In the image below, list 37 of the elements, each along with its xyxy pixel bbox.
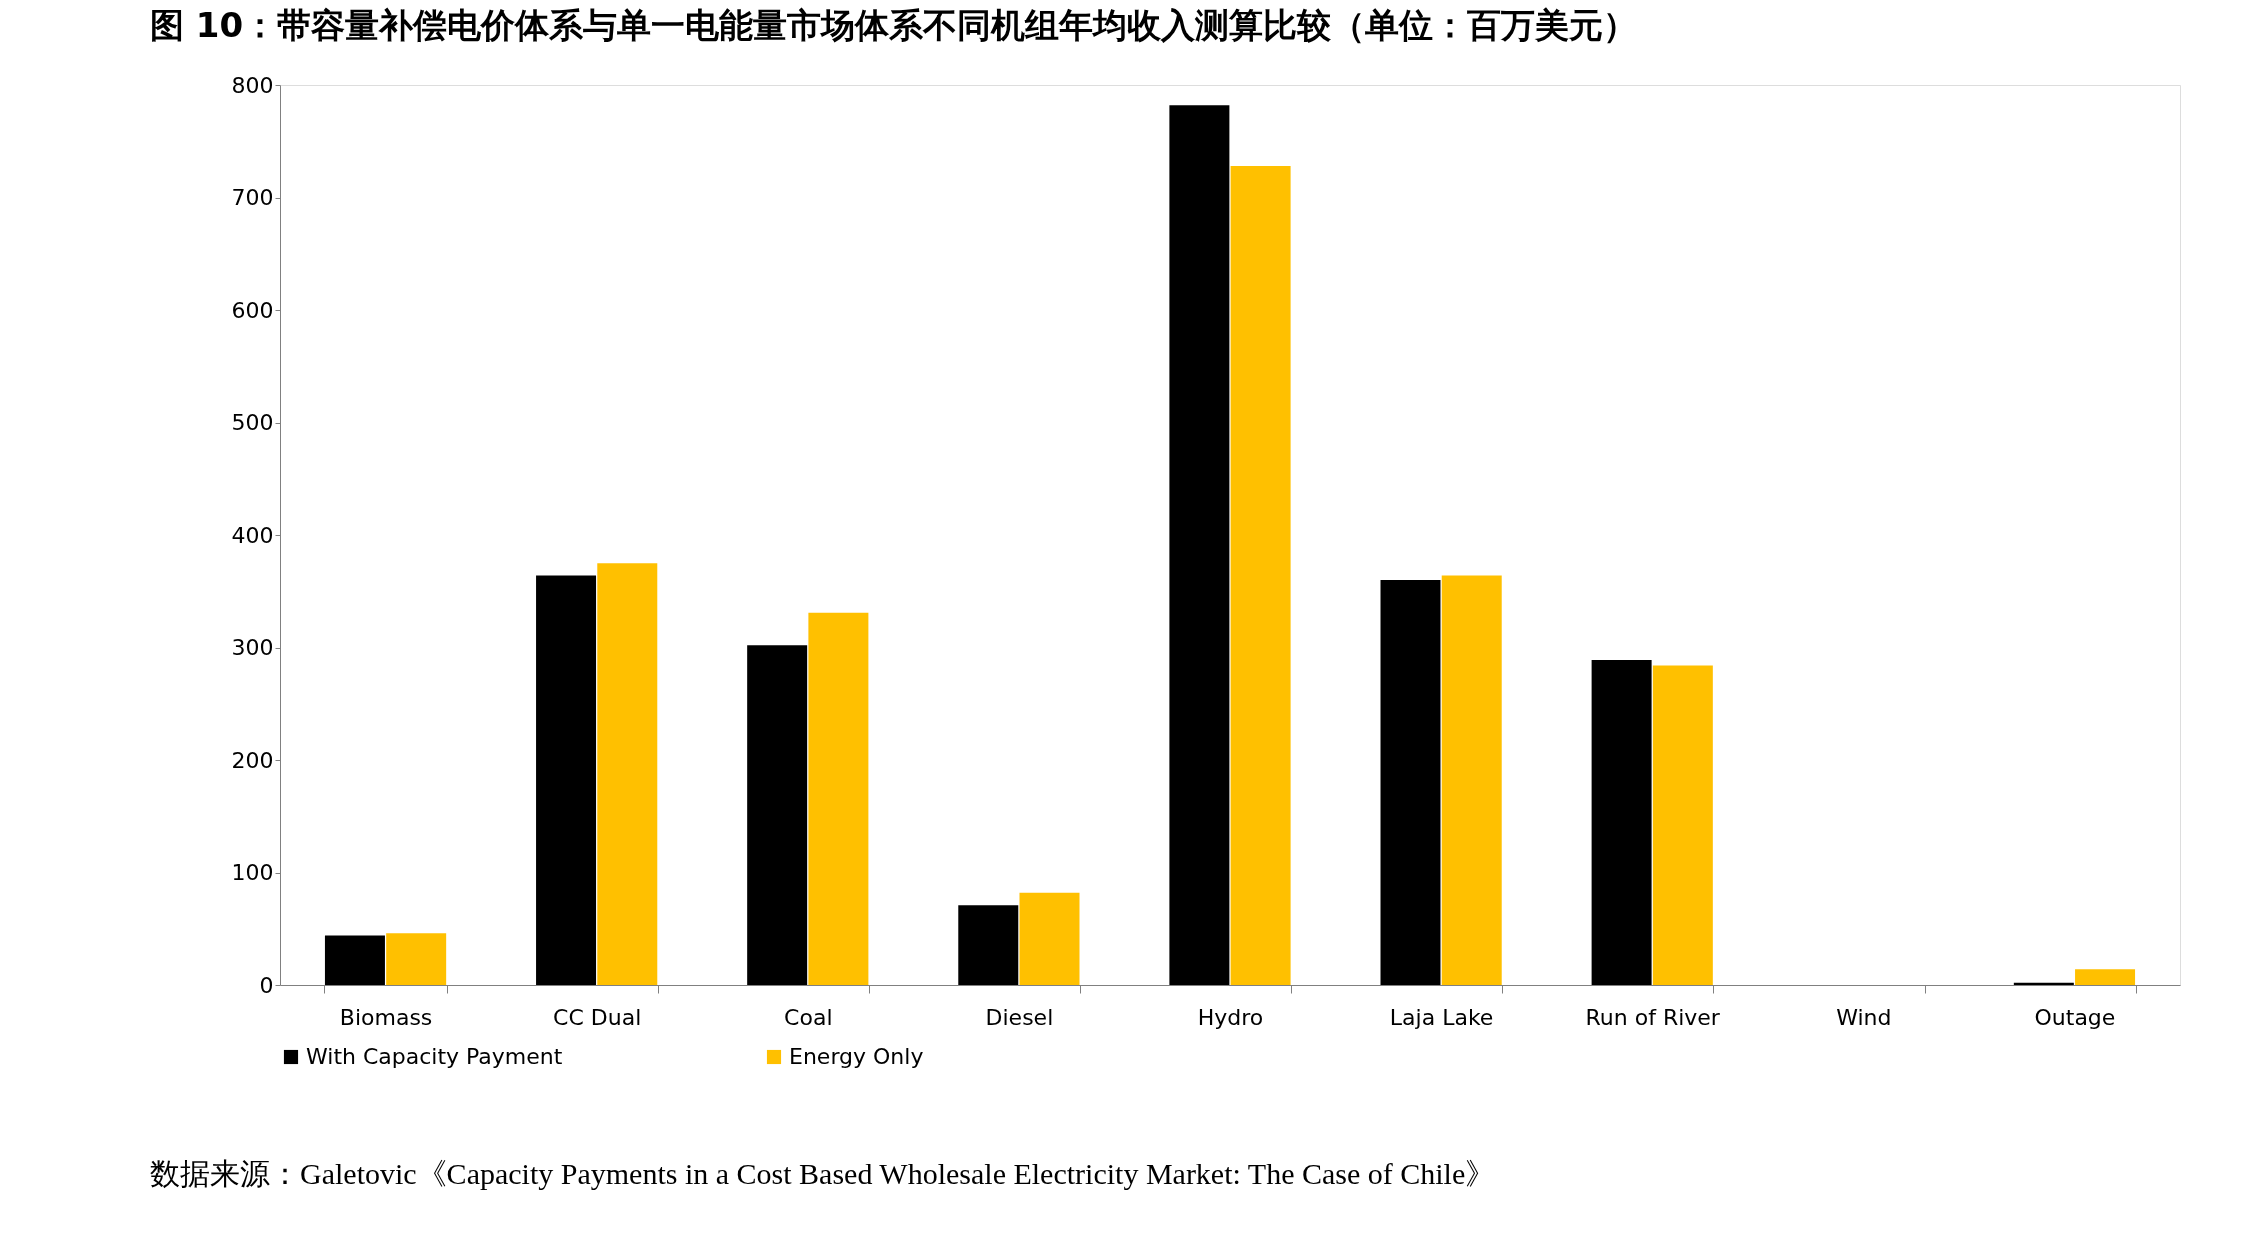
bar xyxy=(2075,969,2136,985)
bar xyxy=(958,905,1019,985)
bar xyxy=(1652,665,1713,985)
x-tick-label: Coal xyxy=(784,1004,833,1030)
y-tick-label: 0 xyxy=(259,972,274,998)
y-tick-label: 200 xyxy=(231,747,274,773)
legend-label: With Capacity Payment xyxy=(306,1044,563,1069)
bar xyxy=(1169,105,1230,985)
bar xyxy=(597,563,658,985)
y-tick-label: 800 xyxy=(231,72,274,98)
x-tick-label: Laja Lake xyxy=(1389,1004,1494,1030)
chart-title: 图 10：带容量补偿电价体系与单一电能量市场体系不同机组年均收入测算比较（单位：百万美元） xyxy=(150,5,1638,45)
y-tick-label: 100 xyxy=(231,860,274,885)
y-tick-label: 400 xyxy=(231,522,274,548)
bar xyxy=(536,575,597,985)
x-tick-label: Hydro xyxy=(1197,1004,1264,1030)
bar xyxy=(1019,892,1080,985)
x-tick-label: Outage xyxy=(2034,1004,2116,1030)
source-note: 数据来源：Galetovic《Capacity Payments in a Cost Based Wholesale Electricity Market: The Case of Chile》 xyxy=(150,1157,1496,1190)
bar xyxy=(386,933,447,985)
legend-label: Energy Only xyxy=(789,1044,924,1069)
bar xyxy=(1230,166,1291,985)
x-tick-label: Run of River xyxy=(1585,1004,1721,1030)
y-tick-label: 600 xyxy=(231,297,274,323)
bar xyxy=(1591,659,1652,985)
x-tick-label: Biomass xyxy=(339,1004,433,1030)
x-tick-label: Wind xyxy=(1836,1004,1892,1030)
y-tick-label: 300 xyxy=(231,635,274,660)
x-tick-label: Diesel xyxy=(985,1004,1054,1030)
x-tick-label: CC Dual xyxy=(553,1004,642,1030)
bar xyxy=(747,645,808,985)
bar xyxy=(324,935,385,985)
bar xyxy=(808,612,869,985)
bar xyxy=(1441,575,1502,985)
y-tick-label: 500 xyxy=(231,410,274,435)
bar xyxy=(1380,580,1441,985)
y-tick-label: 700 xyxy=(231,185,274,210)
